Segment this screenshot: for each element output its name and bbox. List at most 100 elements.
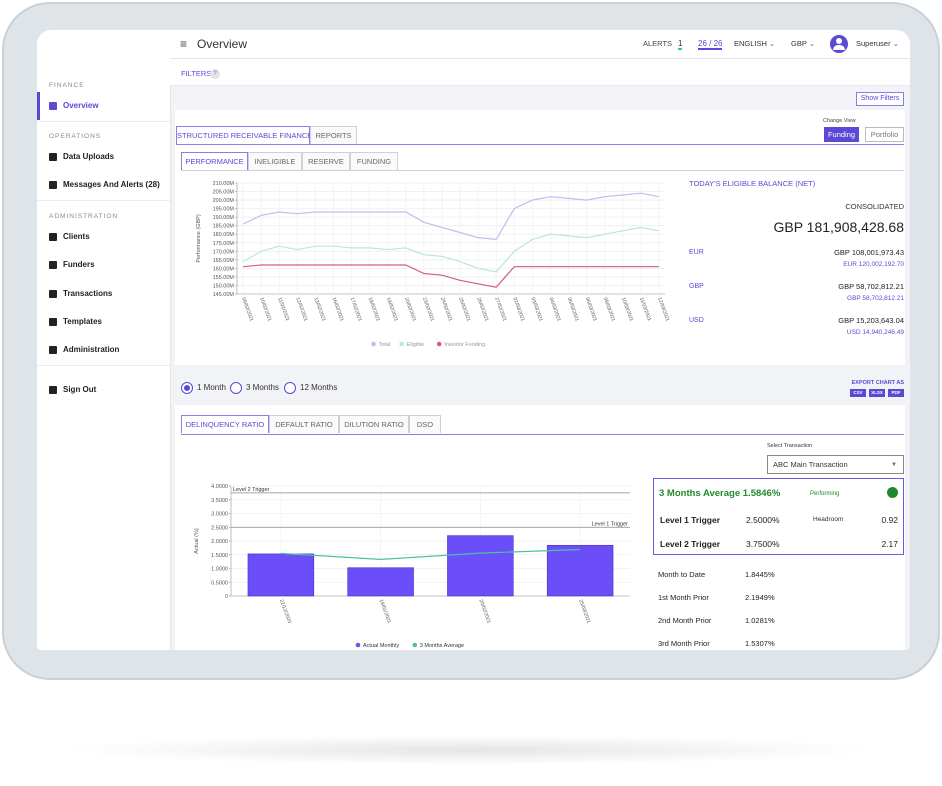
user-menu[interactable]: Superuser ⌄ (856, 37, 899, 51)
export-label: EXPORT CHART AS (851, 380, 904, 386)
balance-title: TODAY'S ELIGIBLE BALANCE (NET) (689, 179, 816, 188)
filters-help[interactable]: ? (210, 69, 220, 79)
language-select[interactable]: ENGLISH ⌄ (734, 37, 775, 51)
y-tick-label: 4.0000 (211, 484, 228, 490)
radio-label[interactable]: 1 Month (197, 383, 226, 392)
x-tick-label: 16/02/2021 (331, 297, 345, 323)
nav-item[interactable]: Funders (63, 260, 95, 269)
tab[interactable]: INELIGIBLE (248, 152, 302, 170)
tab[interactable]: RESERVE (302, 152, 350, 170)
stat-value: 1.5307% (745, 639, 775, 648)
export-button[interactable]: PDF (888, 389, 904, 397)
filter-bar (170, 59, 910, 86)
y-tick-label: 160.00M (213, 266, 235, 272)
transaction-select[interactable]: ABC Main Transaction ▼ (767, 455, 904, 474)
tab[interactable]: DSO (409, 415, 441, 433)
radio[interactable] (230, 382, 242, 394)
legend-swatch (371, 341, 376, 347)
device-shadow (60, 735, 880, 765)
balance-currency: EUR (689, 249, 704, 256)
y-tick-label: 155.00M (213, 275, 235, 281)
y-tick-label: 2.0000 (211, 539, 228, 545)
radio[interactable] (284, 382, 296, 394)
nav-item[interactable]: Administration (63, 345, 120, 354)
y-tick-label: 3.0000 (211, 512, 228, 518)
legend-label: Total (379, 342, 391, 348)
export-button[interactable]: CSV (850, 389, 866, 397)
stat-value: 1.8445% (745, 570, 775, 579)
balance-gbp: GBP 58,702,812.21 (838, 282, 904, 291)
nav-item[interactable]: Clients (63, 232, 90, 241)
filters-label[interactable]: FILTERS (181, 69, 212, 78)
x-tick-label: 19/01/2021 (378, 599, 392, 625)
nav-icon (49, 318, 57, 326)
divider (37, 121, 170, 122)
average-title: 3 Months Average (659, 488, 741, 499)
avatar[interactable] (830, 35, 848, 53)
language: ENGLISH (734, 39, 767, 48)
nav-item[interactable]: Templates (63, 317, 102, 326)
currency-select[interactable]: GBP ⌄ (791, 37, 815, 51)
nav-item[interactable]: Messages And Alerts (28) (63, 180, 160, 189)
legend-label: 3 Months Average (420, 643, 464, 649)
series-line (242, 264, 659, 288)
sign-out[interactable]: Sign Out (63, 385, 97, 394)
tab[interactable]: DEFAULT RATIO (269, 415, 339, 433)
y-tick-label: 175.00M (213, 241, 235, 247)
x-tick-label: 18/02/2021 (367, 297, 381, 323)
series-line (242, 192, 660, 241)
nav-icon (49, 261, 57, 269)
page-title: Overview (197, 37, 248, 51)
tab[interactable]: REPORTS (310, 126, 357, 144)
export-button[interactable]: XLSX (869, 389, 885, 397)
x-tick-label: 12/03/2021 (656, 297, 670, 323)
average-value: 1.5846% (742, 488, 781, 499)
radio-dot (184, 385, 190, 391)
x-tick-label: 10/02/2021 (258, 297, 272, 323)
balance-native: USD 14,940,246.49 (846, 329, 904, 336)
nav-item[interactable]: Data Uploads (63, 152, 115, 161)
section-heading: OPERATIONS (49, 133, 102, 140)
nav-icon (49, 386, 57, 394)
x-tick-label: 09/02/2021 (240, 297, 254, 323)
top-bar (170, 30, 910, 59)
radio-label[interactable]: 3 Months (246, 383, 279, 392)
headroom-label: Headroom (813, 516, 844, 523)
tab[interactable]: DELINQUENCY RATIO (181, 415, 269, 433)
legend-label: Actual Monthly (363, 643, 399, 649)
divider (37, 200, 170, 201)
trigger-value: 3.7500% (746, 539, 780, 549)
menu-icon[interactable]: ≡ (180, 37, 188, 51)
view-option[interactable]: Portfolio (865, 127, 904, 142)
chevron: ⌄ (892, 39, 899, 48)
x-tick-label: 02/03/2021 (511, 297, 525, 323)
tab[interactable]: DILUTION RATIO (339, 415, 409, 433)
x-tick-label: 20/02/2021 (403, 297, 417, 323)
legend-swatch (412, 642, 418, 648)
chevron: ⌄ (769, 39, 776, 48)
tab[interactable]: PERFORMANCE (181, 152, 248, 170)
show-filters-button[interactable]: Show Filters (856, 92, 904, 106)
consolidated-label: CONSOLIDATED (845, 202, 904, 211)
y-axis-label: Performance (GBP) (196, 214, 202, 262)
view-option-active[interactable]: Funding (824, 127, 859, 142)
balance-native: GBP 58,702,812.21 (847, 295, 904, 302)
currency: GBP (791, 39, 807, 48)
radio-label[interactable]: 12 Months (300, 383, 338, 392)
trigger-label: Level 1 Trigger (660, 515, 720, 525)
performance-chart: 145.00M 150.00M 155.00M 160.00M 165.00M 170.0… (196, 181, 670, 348)
y-tick-label: 205.00M (213, 190, 235, 196)
status-dot (887, 487, 898, 498)
nav-item[interactable]: Transactions (63, 289, 113, 298)
tab[interactable]: STRUCTURED RECEIVABLE FINANCE (176, 126, 312, 144)
chevron: ⌄ (808, 39, 816, 48)
legend-swatch (355, 642, 361, 648)
consolidated-value: GBP 181,908,428.68 (773, 219, 904, 235)
tab[interactable]: FUNDING (350, 152, 398, 170)
trigger-label: Level 2 Trigger (660, 539, 720, 549)
alerts-ratio[interactable]: 26 / 26 (698, 39, 723, 50)
nav-item[interactable]: Overview (63, 101, 99, 110)
alerts-count[interactable]: 1 (678, 39, 683, 50)
stat-value: 1.0281% (745, 616, 775, 625)
headroom-value: 0.92 (881, 515, 898, 525)
